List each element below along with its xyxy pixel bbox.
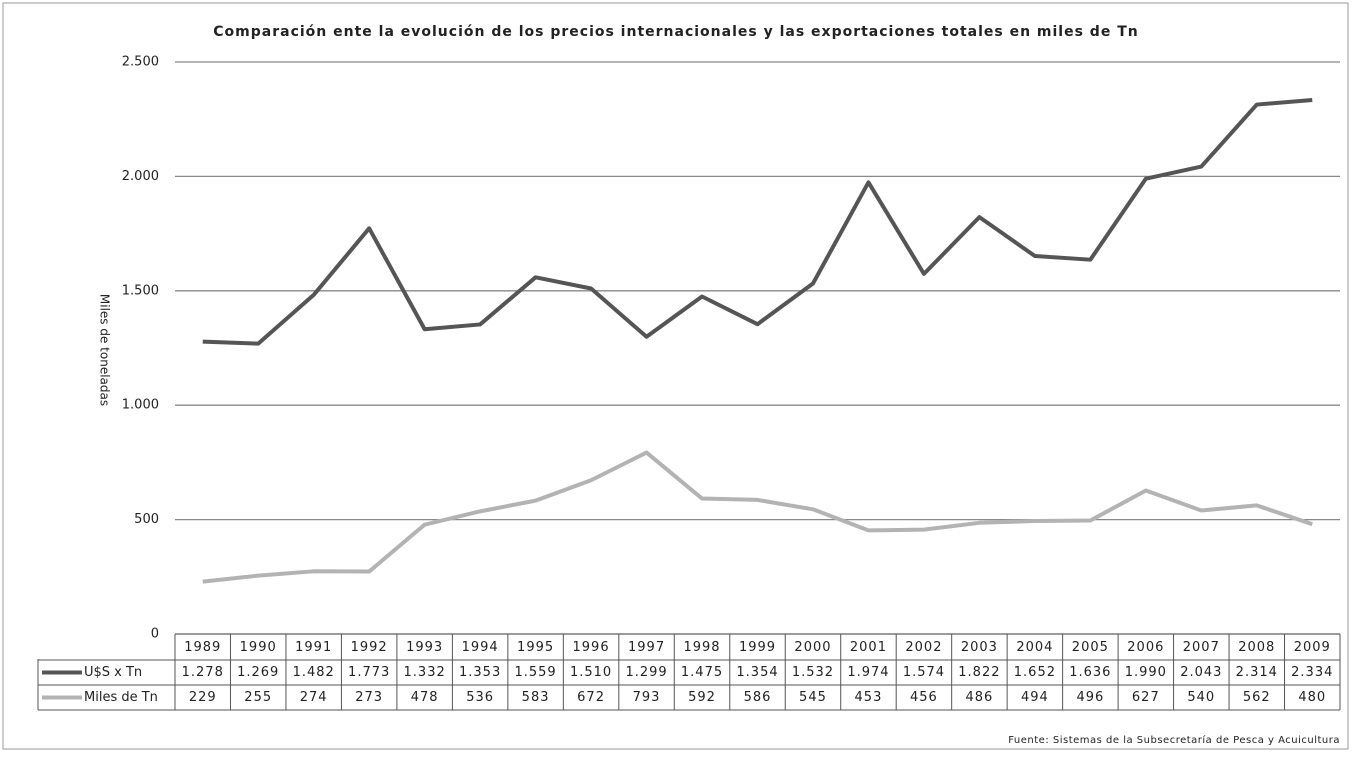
table-value: 255 — [244, 690, 272, 705]
table-value: 627 — [1132, 690, 1160, 705]
x-tick-label: 1996 — [573, 640, 610, 655]
table-value: 1.822 — [958, 665, 1000, 680]
source: Fuente: Sistemas de la Subsecretaría de … — [1008, 734, 1340, 746]
table-value: 540 — [1187, 690, 1215, 705]
table-value: 494 — [1021, 690, 1049, 705]
table-value: 496 — [1076, 690, 1104, 705]
table-value: 583 — [522, 690, 550, 705]
table-value: 1.510 — [570, 665, 612, 680]
x-tick-label: 1991 — [295, 640, 332, 655]
table-value: 2.334 — [1291, 665, 1333, 680]
table-value: 1.475 — [681, 665, 723, 680]
table-value: 229 — [189, 690, 217, 705]
table-value: 1.278 — [182, 665, 224, 680]
x-tick-label: 2007 — [1183, 640, 1220, 655]
legend-label: Miles de Tn — [84, 690, 158, 705]
table-value: 273 — [355, 690, 383, 705]
table-value: 586 — [744, 690, 772, 705]
table-value: 2.314 — [1236, 665, 1278, 680]
table-value: 2.043 — [1180, 665, 1222, 680]
y-tick-label: 500 — [134, 512, 159, 527]
table-value: 1.299 — [625, 665, 667, 680]
table-value: 562 — [1243, 690, 1271, 705]
x-tick-label: 2009 — [1294, 640, 1331, 655]
y-tick-label: 0 — [151, 627, 159, 642]
series-line — [202, 97, 1313, 346]
x-tick-label: 1995 — [517, 640, 554, 655]
table-value: 274 — [300, 690, 328, 705]
legend-label: U$S x Tn — [84, 665, 142, 680]
x-tick-label: 1999 — [739, 640, 776, 655]
x-tick-label: 1993 — [406, 640, 443, 655]
x-tick-label: 2008 — [1238, 640, 1275, 655]
table-value: 1.332 — [404, 665, 446, 680]
table-value: 456 — [910, 690, 938, 705]
table-value: 672 — [577, 690, 605, 705]
table-value: 453 — [855, 690, 883, 705]
table-value: 1.354 — [736, 665, 778, 680]
table-value: 545 — [799, 690, 827, 705]
table-value: 536 — [466, 690, 494, 705]
x-tick-label: 1989 — [184, 640, 221, 655]
x-tick-label: 1998 — [683, 640, 720, 655]
table-value: 1.532 — [792, 665, 834, 680]
x-tick-label: 1992 — [351, 640, 388, 655]
x-tick-label: 1997 — [628, 640, 665, 655]
y-tick-label: 2.000 — [122, 169, 159, 184]
x-tick-label: 2001 — [850, 640, 887, 655]
table-value: 1.974 — [847, 665, 889, 680]
y-axis-label: Miles de toneladas — [98, 294, 112, 406]
x-tick-label: 2005 — [1072, 640, 1109, 655]
series-line — [202, 450, 1313, 584]
x-tick-label: 2000 — [794, 640, 831, 655]
y-tick-label: 1.000 — [122, 398, 159, 413]
table-value: 1.482 — [293, 665, 335, 680]
x-tick-label: 2002 — [905, 640, 942, 655]
x-tick-label: 2006 — [1127, 640, 1164, 655]
table-value: 1.652 — [1014, 665, 1056, 680]
table-value: 1.636 — [1069, 665, 1111, 680]
table-value: 1.559 — [514, 665, 556, 680]
chart-title: Comparación ente la evolución de los pre… — [213, 24, 1138, 40]
table-value: 1.773 — [348, 665, 390, 680]
x-tick-label: 2004 — [1016, 640, 1053, 655]
table-value: 478 — [411, 690, 439, 705]
table-value: 592 — [688, 690, 716, 705]
table-value: 480 — [1298, 690, 1326, 705]
table-value: 1.353 — [459, 665, 501, 680]
table-value: 486 — [965, 690, 993, 705]
x-tick-label: 2003 — [961, 640, 998, 655]
x-tick-label: 1994 — [462, 640, 499, 655]
table-value: 1.990 — [1125, 665, 1167, 680]
y-tick-label: 1.500 — [122, 283, 159, 298]
x-tick-label: 1990 — [240, 640, 277, 655]
table-value: 1.269 — [237, 665, 279, 680]
table-value: 793 — [633, 690, 661, 705]
y-tick-label: 2.500 — [122, 55, 159, 70]
table-value: 1.574 — [903, 665, 945, 680]
